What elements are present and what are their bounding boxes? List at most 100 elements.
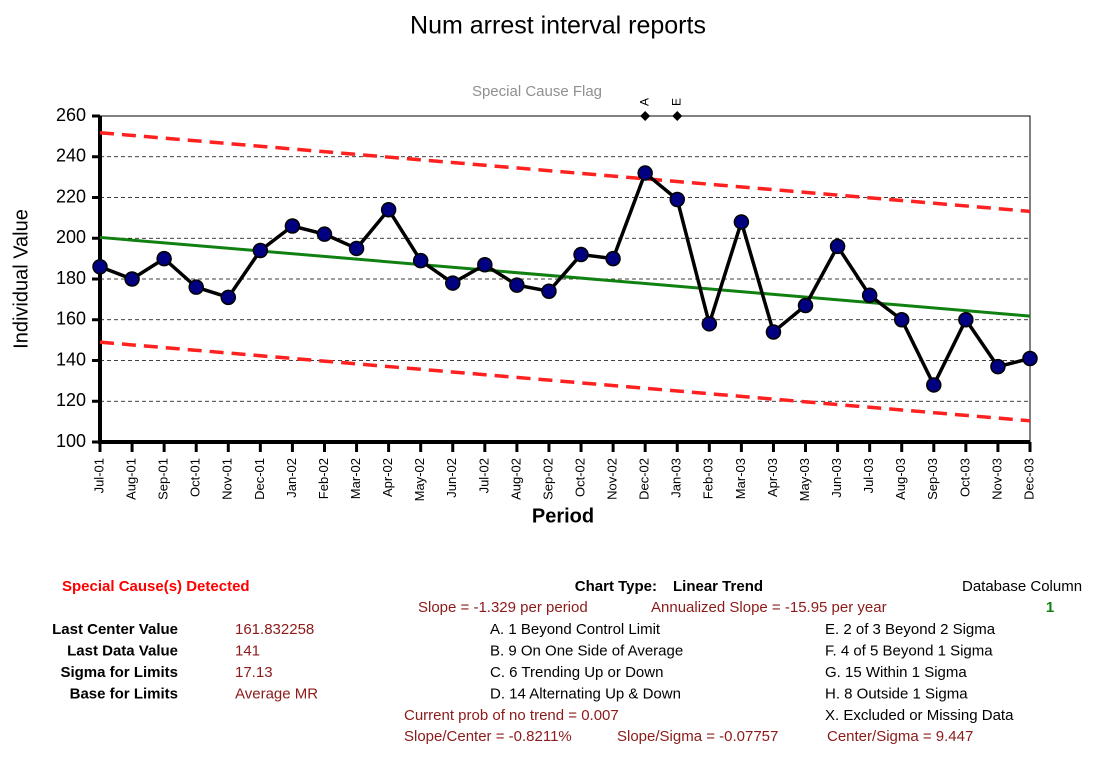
y-tick-label: 240 bbox=[56, 146, 86, 166]
x-tick-label: Oct-02 bbox=[572, 458, 587, 497]
x-tick-label: Aug-03 bbox=[893, 458, 908, 500]
data-point bbox=[861, 287, 878, 304]
y-tick-label: 200 bbox=[56, 227, 86, 247]
stat-value: 161.832258 bbox=[235, 621, 314, 638]
flag-title: Special Cause Flag bbox=[472, 83, 602, 100]
x-tick-label: Jan-02 bbox=[284, 458, 299, 498]
rule: A. 1 Beyond Control Limit bbox=[490, 621, 661, 638]
data-point bbox=[637, 165, 653, 181]
data-point bbox=[701, 316, 718, 332]
x-tick-label: Dec-03 bbox=[1021, 458, 1036, 500]
data-point bbox=[477, 256, 493, 273]
data-point bbox=[188, 279, 204, 295]
center-line bbox=[99, 235, 1031, 318]
x-tick-label: Jul-01 bbox=[91, 458, 106, 493]
data-point bbox=[990, 358, 1006, 375]
stat-value: 17.13 bbox=[235, 664, 273, 681]
flag-marker bbox=[640, 111, 651, 121]
data-point bbox=[605, 250, 621, 267]
data-point bbox=[893, 312, 910, 328]
y-tick-label: 120 bbox=[56, 390, 86, 410]
x-tick-label: Apr-02 bbox=[380, 458, 395, 497]
slope-center: Slope/Center = -0.8211% bbox=[404, 728, 572, 745]
data-point bbox=[220, 289, 237, 306]
x-tick-label: Dec-01 bbox=[252, 458, 267, 500]
x-tick-label: Aug-01 bbox=[124, 458, 139, 500]
x-tick-label: Jun-03 bbox=[829, 458, 844, 498]
rule: H. 8 Outside 1 Sigma bbox=[825, 685, 968, 702]
data-point bbox=[252, 242, 269, 259]
stat-value: Average MR bbox=[235, 685, 318, 702]
x-tick-label: Jul-02 bbox=[476, 458, 491, 493]
y-tick-label: 180 bbox=[56, 268, 86, 288]
stat-label: Last Data Value bbox=[67, 642, 178, 659]
rule: D. 14 Alternating Up & Down bbox=[490, 685, 681, 702]
flag-marker bbox=[672, 111, 683, 121]
rule: G. 15 Within 1 Sigma bbox=[825, 664, 967, 681]
rule: C. 6 Trending Up or Down bbox=[490, 664, 663, 681]
data-point bbox=[92, 259, 108, 275]
data-point bbox=[348, 240, 365, 257]
flag-label: E bbox=[669, 98, 683, 106]
x-tick-label: Dec-02 bbox=[637, 458, 652, 500]
y-tick-label: 100 bbox=[56, 431, 86, 451]
db-column: 1 bbox=[1046, 599, 1054, 616]
stat-label: Last Center Value bbox=[52, 621, 178, 638]
data-point bbox=[284, 218, 301, 234]
data-point bbox=[124, 271, 140, 287]
data-point bbox=[445, 275, 461, 291]
chart-type: Linear Trend bbox=[673, 578, 763, 595]
x-tick-label: Mar-03 bbox=[733, 458, 748, 499]
slope: Slope = -1.329 per period bbox=[418, 599, 588, 616]
data-point bbox=[733, 214, 750, 230]
x-tick-label: Sep-01 bbox=[156, 458, 171, 500]
annualized-slope: Annualized Slope = -15.95 per year bbox=[651, 599, 887, 616]
data-point bbox=[829, 238, 846, 255]
rule: F. 4 of 5 Beyond 1 Sigma bbox=[825, 642, 993, 659]
y-tick-label: 220 bbox=[56, 186, 86, 206]
data-point bbox=[380, 201, 397, 218]
x-tick-label: Nov-03 bbox=[989, 458, 1004, 500]
stat-label: Sigma for Limits bbox=[60, 664, 178, 681]
data-point bbox=[669, 191, 685, 208]
y-axis-label: Individual Value bbox=[10, 209, 32, 349]
data-point bbox=[156, 250, 172, 267]
x-tick-label: Mar-02 bbox=[348, 458, 363, 499]
stat-value: 141 bbox=[235, 642, 260, 659]
center-sigma: Center/Sigma = 9.447 bbox=[827, 728, 973, 745]
rule: X. Excluded or Missing Data bbox=[825, 707, 1014, 724]
data-point bbox=[958, 312, 974, 328]
x-tick-label: Aug-02 bbox=[508, 458, 523, 500]
lower-limit bbox=[99, 340, 1031, 423]
x-tick-label: Sep-03 bbox=[925, 458, 940, 500]
data-point bbox=[573, 246, 589, 263]
y-tick-label: 260 bbox=[56, 105, 86, 125]
data-point bbox=[509, 277, 525, 293]
x-tick-label: Sep-02 bbox=[540, 458, 555, 500]
data-point bbox=[1022, 350, 1038, 367]
stat-label: Base for Limits bbox=[70, 685, 178, 702]
rule: B. 9 On One Side of Average bbox=[490, 642, 683, 659]
x-tick-label: Apr-03 bbox=[765, 458, 780, 497]
x-tick-label: Feb-02 bbox=[316, 458, 331, 499]
x-tick-label: Nov-02 bbox=[605, 458, 620, 500]
data-point bbox=[797, 297, 814, 314]
slope-sigma: Slope/Sigma = -0.07757 bbox=[617, 728, 778, 745]
x-tick-label: May-03 bbox=[797, 458, 812, 501]
data-point bbox=[926, 377, 942, 393]
detected: Special Cause(s) Detected bbox=[62, 578, 250, 595]
x-tick-label: Feb-03 bbox=[701, 458, 716, 499]
x-tick-label: Jun-02 bbox=[444, 458, 459, 498]
prob: Current prob of no trend = 0.007 bbox=[404, 707, 619, 724]
y-tick-label: 140 bbox=[56, 349, 86, 369]
data-point bbox=[316, 226, 333, 242]
flag-label: A bbox=[637, 98, 651, 106]
x-axis-label: Period bbox=[532, 505, 594, 527]
x-tick-label: Jan-03 bbox=[669, 458, 684, 498]
chart-title: Num arrest interval reports bbox=[410, 12, 706, 40]
data-point bbox=[765, 324, 782, 340]
rule: E. 2 of 3 Beyond 2 Sigma bbox=[825, 621, 996, 638]
x-tick-label: Nov-01 bbox=[220, 458, 235, 500]
x-tick-label: Jul-03 bbox=[861, 458, 876, 493]
